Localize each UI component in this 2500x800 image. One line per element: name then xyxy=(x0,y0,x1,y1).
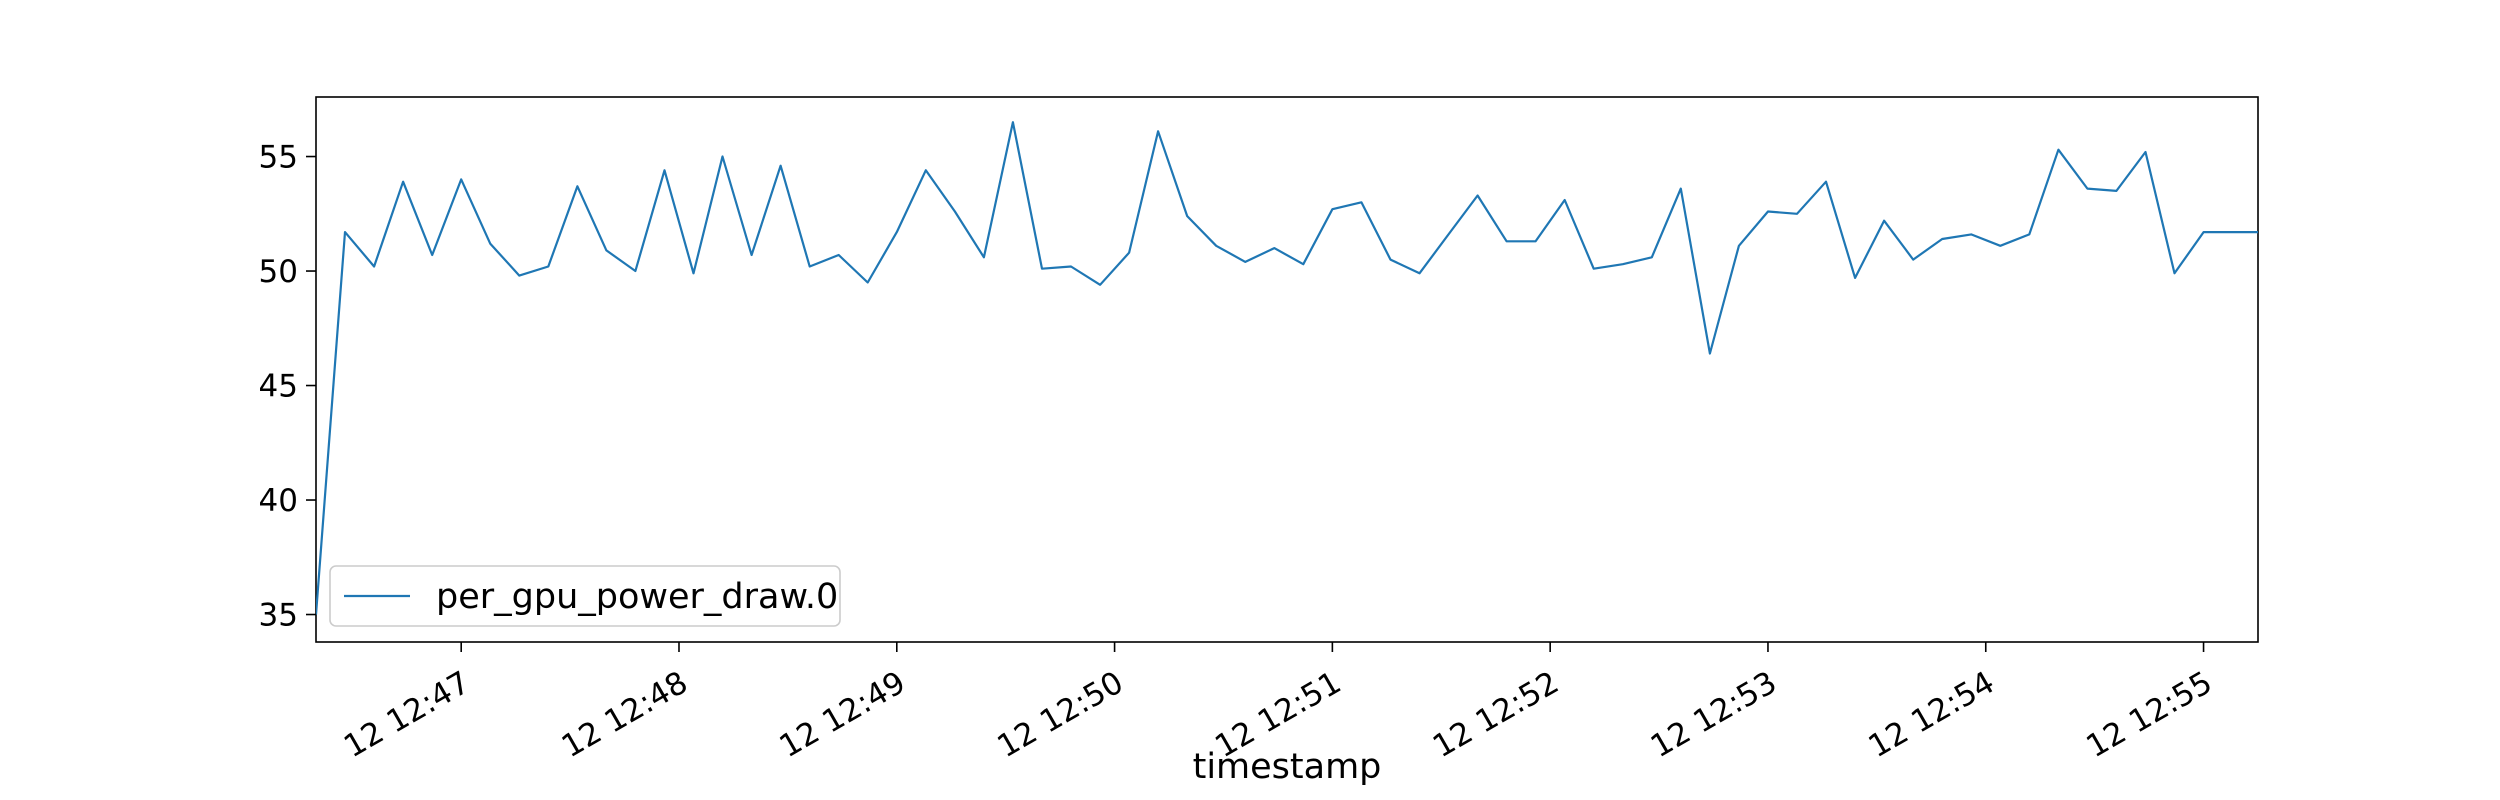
y-tick-label-50: 50 xyxy=(259,254,298,290)
y-tick-label-45: 45 xyxy=(259,369,298,405)
legend: per_gpu_power_draw.0 xyxy=(329,565,841,627)
y-axis: 35 40 45 50 55 xyxy=(259,140,316,634)
plot-border xyxy=(315,96,2259,643)
x-tick-label-6: 12 12:53 xyxy=(1645,665,1783,765)
y-tick-label-35: 35 xyxy=(259,598,298,634)
series-layer xyxy=(316,121,2258,615)
x-tick-label-7: 12 12:54 xyxy=(1863,665,2001,765)
plot-frame xyxy=(315,96,2259,643)
legend-box xyxy=(329,565,841,627)
series-line-0 xyxy=(316,121,2258,615)
y-tick-label-40: 40 xyxy=(259,483,298,519)
y-tick-label-55: 55 xyxy=(259,140,298,176)
x-tick-label-0: 12 12:47 xyxy=(338,665,476,765)
x-tick-label-1: 12 12:48 xyxy=(556,665,694,765)
legend-label-per-gpu-power-draw-0: per_gpu_power_draw.0 xyxy=(436,577,838,617)
x-tick-label-2: 12 12:49 xyxy=(774,665,912,765)
x-axis-label: timestamp xyxy=(1193,747,1382,787)
x-tick-label-8: 12 12:55 xyxy=(2080,665,2218,765)
x-tick-label-5: 12 12:52 xyxy=(1427,665,1565,765)
x-tick-label-3: 12 12:50 xyxy=(991,665,1129,765)
